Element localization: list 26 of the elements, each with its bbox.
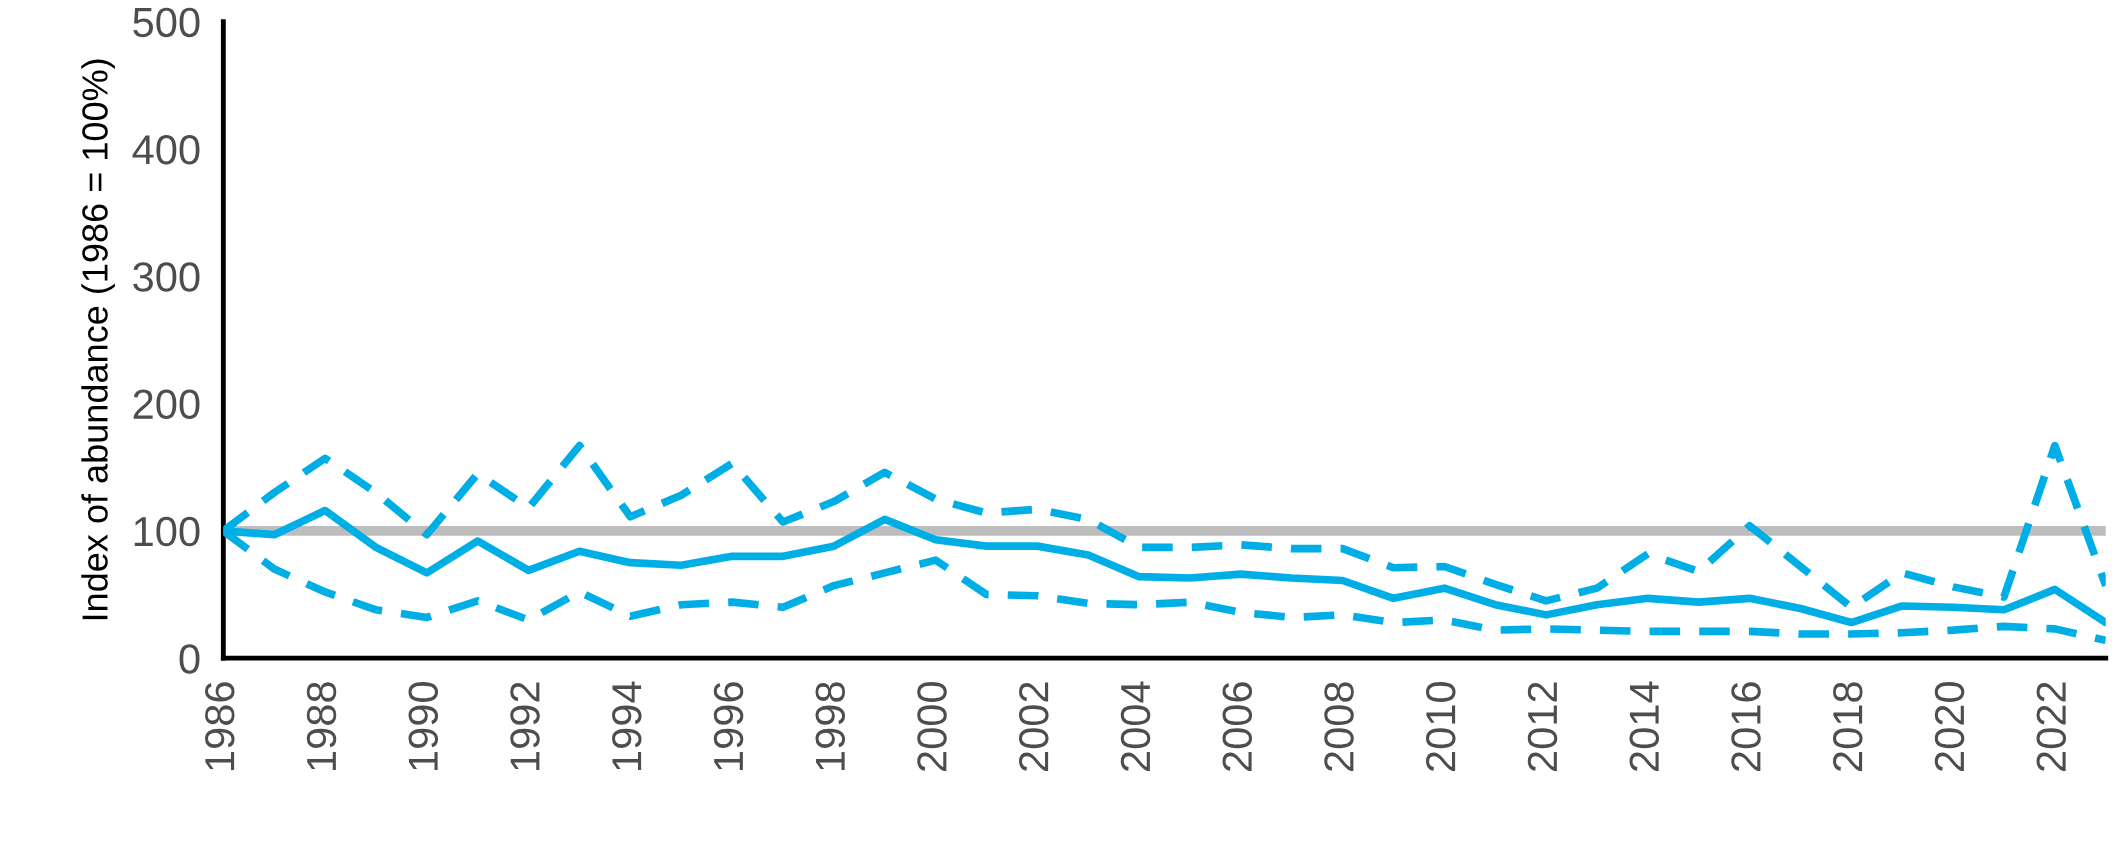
x-tick-label: 2006 [1222,682,1253,771]
y-axis-title: Index of abundance (1986 = 100%) [81,59,115,620]
x-tick-label: 2020 [1934,682,1965,771]
x-tick-label: 1998 [815,682,846,770]
x-tick-label: 2022 [2036,682,2067,771]
y-tick-label: 400 [132,134,200,165]
x-tick-label: 2012 [1527,682,1558,771]
x-tick-label: 1990 [408,682,439,770]
x-tick-label: 2014 [1629,681,1660,771]
x-tick-label: 2004 [1120,681,1151,771]
y-tick-label: 0 [179,644,200,674]
x-tick-label: 2002 [1019,682,1049,771]
y-tick-label: 500 [133,7,200,38]
x-tick-label: 2000 [917,682,947,771]
x-tick-label: 1996 [713,682,744,770]
y-tick-label: 300 [133,262,200,292]
x-tick-label: 1986 [205,682,235,770]
x-tick-label: 2018 [1833,682,1863,771]
x-tick-label: 1988 [306,682,337,770]
x-tick-label: 1994 [612,681,642,770]
y-tick-label: 200 [133,389,200,420]
x-tick-label: 2016 [1731,682,1761,771]
y-tick-label: 100 [134,516,200,547]
x-tick-label: 2010 [1426,682,1456,771]
x-tick-label: 1992 [510,682,540,770]
x-tick-label: 2008 [1324,682,1354,771]
